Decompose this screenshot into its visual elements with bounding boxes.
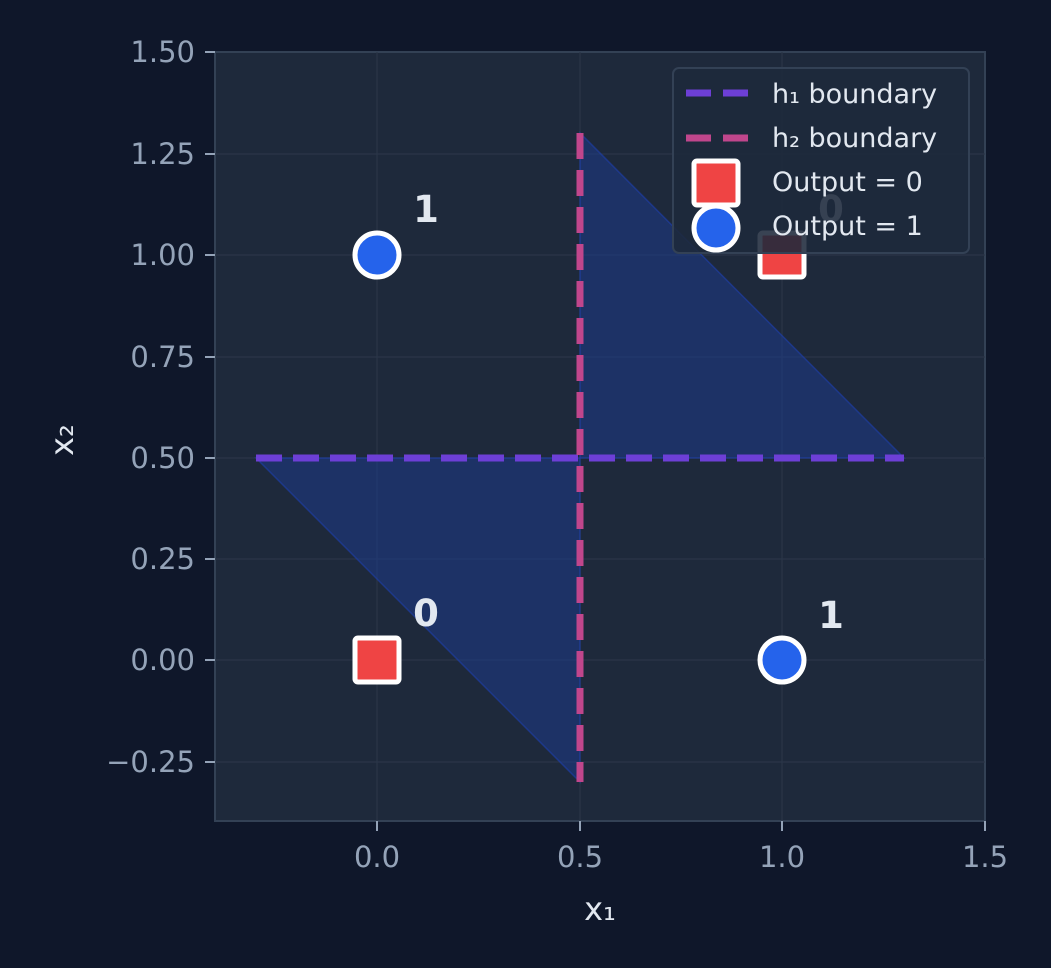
y-tick-label: 0.75	[130, 340, 195, 374]
y-tick-label: 1.50	[130, 35, 195, 69]
legend: h₁ boundary h₂ boundary Output = 0 Outpu…	[672, 67, 970, 254]
x-tick-label: 0.0	[354, 840, 400, 874]
tick-marks	[205, 51, 986, 831]
y-axis-label: x₂	[43, 424, 81, 456]
point-label-0-1: 1	[413, 188, 439, 231]
legend-circle-icon	[691, 203, 741, 253]
x-tick-label: 1.5	[962, 840, 1008, 874]
point-0-1-circle	[352, 230, 402, 280]
point-1-0-circle	[757, 635, 807, 685]
y-tick-label: 1.00	[130, 238, 195, 272]
y-tick-label: 1.25	[130, 137, 195, 171]
point-label-0-0: 0	[413, 592, 439, 635]
point-0-0-square	[352, 635, 402, 685]
y-tick-label: 0.00	[130, 643, 195, 677]
legend-h1-label: h₁ boundary	[772, 79, 937, 110]
x-tick-label: 0.5	[557, 840, 603, 874]
point-label-1-0: 1	[818, 594, 844, 637]
legend-box	[672, 67, 970, 254]
legend-output1-label: Output = 1	[772, 211, 923, 242]
y-tick-label: 0.50	[130, 441, 195, 475]
y-tick-label: −0.25	[106, 745, 195, 779]
y-tick-label: 0.25	[130, 542, 195, 576]
legend-square-icon	[691, 158, 741, 208]
x-axis-label: x₁	[584, 890, 616, 928]
legend-h2-label: h₂ boundary	[772, 123, 937, 154]
legend-output0-label: Output = 0	[772, 167, 923, 198]
x-tick-label: 1.0	[759, 840, 805, 874]
